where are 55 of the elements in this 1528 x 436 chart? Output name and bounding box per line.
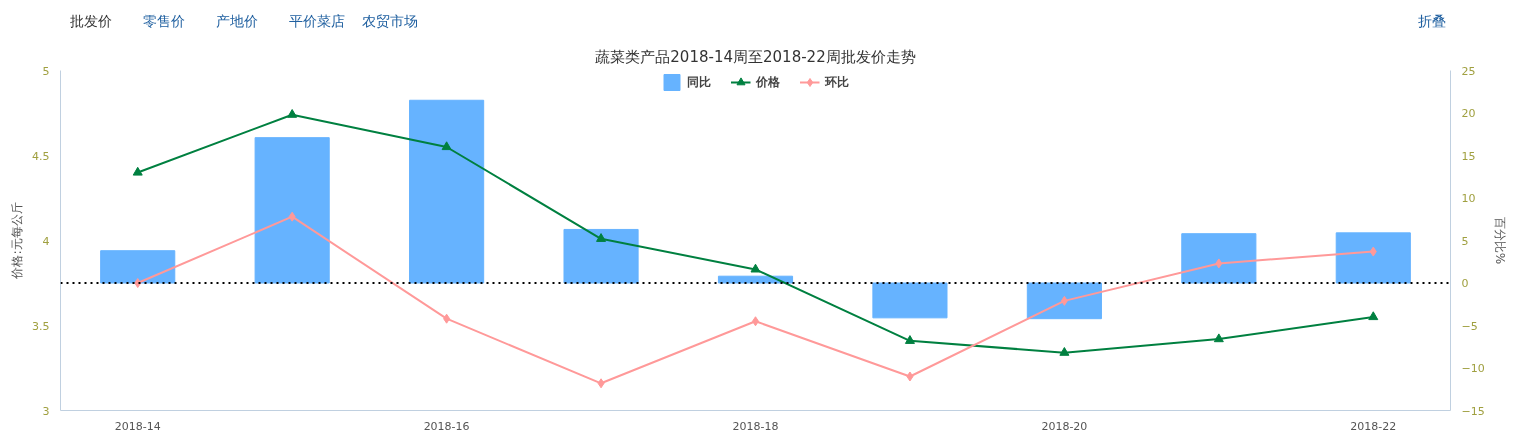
- y-tick-label: 3: [42, 404, 50, 418]
- point: [596, 233, 607, 242]
- point: [132, 166, 143, 176]
- y-tick-label: 5: [42, 64, 50, 78]
- point: [1060, 295, 1068, 306]
- legend-label: 环比: [824, 73, 849, 91]
- point: [906, 371, 914, 382]
- y2-tick-label: 5: [1461, 234, 1469, 248]
- text: 产地价: [215, 12, 258, 29]
- y2-tick-label: −5: [1461, 319, 1478, 333]
- point: [441, 141, 452, 151]
- chart-title: 蔬菜类产品2018-14周至2018-22周批发价走势: [595, 47, 916, 66]
- x-tick-label: 2018-18: [732, 419, 779, 433]
- y2-tick-label: 10: [1461, 192, 1476, 205]
- point: [597, 378, 605, 389]
- bar: [254, 137, 330, 284]
- point: [1213, 333, 1224, 343]
- text: 零售价: [142, 12, 185, 29]
- point: [287, 109, 298, 118]
- y2-tick-label: 25: [1461, 64, 1476, 78]
- legend-label: 同比: [686, 73, 711, 91]
- y-tick-label: 3.5: [32, 319, 50, 333]
- bar: [1181, 233, 1257, 284]
- y-tick-label: 4: [42, 234, 50, 248]
- bar: [872, 282, 948, 319]
- legend-label: 价格: [755, 73, 780, 91]
- bar: [1026, 282, 1102, 320]
- text: 平价菜店: [289, 12, 346, 29]
- point: [1215, 258, 1223, 269]
- y2-axis-title: 百分比%: [1492, 216, 1507, 265]
- text: 批发价: [69, 12, 112, 29]
- x-tick-label: 2018-14: [114, 419, 161, 433]
- bar: [409, 99, 485, 284]
- y-axis-title: 价格:元每公斤: [10, 202, 25, 280]
- bar: [1335, 232, 1411, 284]
- text: 农贸市场: [362, 12, 419, 29]
- x-tick-label: 2018-20: [1041, 419, 1088, 433]
- point: [443, 313, 451, 324]
- point: [1369, 246, 1377, 257]
- point: [288, 211, 296, 222]
- point: [1368, 311, 1379, 321]
- text: 折叠: [1417, 12, 1446, 29]
- y2-tick-label: 15: [1461, 149, 1476, 163]
- point: [1059, 347, 1070, 356]
- bar: [563, 228, 639, 284]
- x-tick-label: 2018-16: [423, 419, 470, 433]
- point: [904, 335, 915, 344]
- y2-tick-label: −15: [1461, 404, 1485, 418]
- point: [750, 263, 761, 273]
- bar: [100, 250, 176, 284]
- y-tick-label: 4.5: [32, 149, 50, 163]
- y2-tick-label: −10: [1461, 362, 1485, 375]
- y2-tick-label: 20: [1461, 107, 1476, 120]
- x-tick-label: 2018-22: [1350, 419, 1397, 433]
- y2-tick-label: 0: [1461, 277, 1469, 290]
